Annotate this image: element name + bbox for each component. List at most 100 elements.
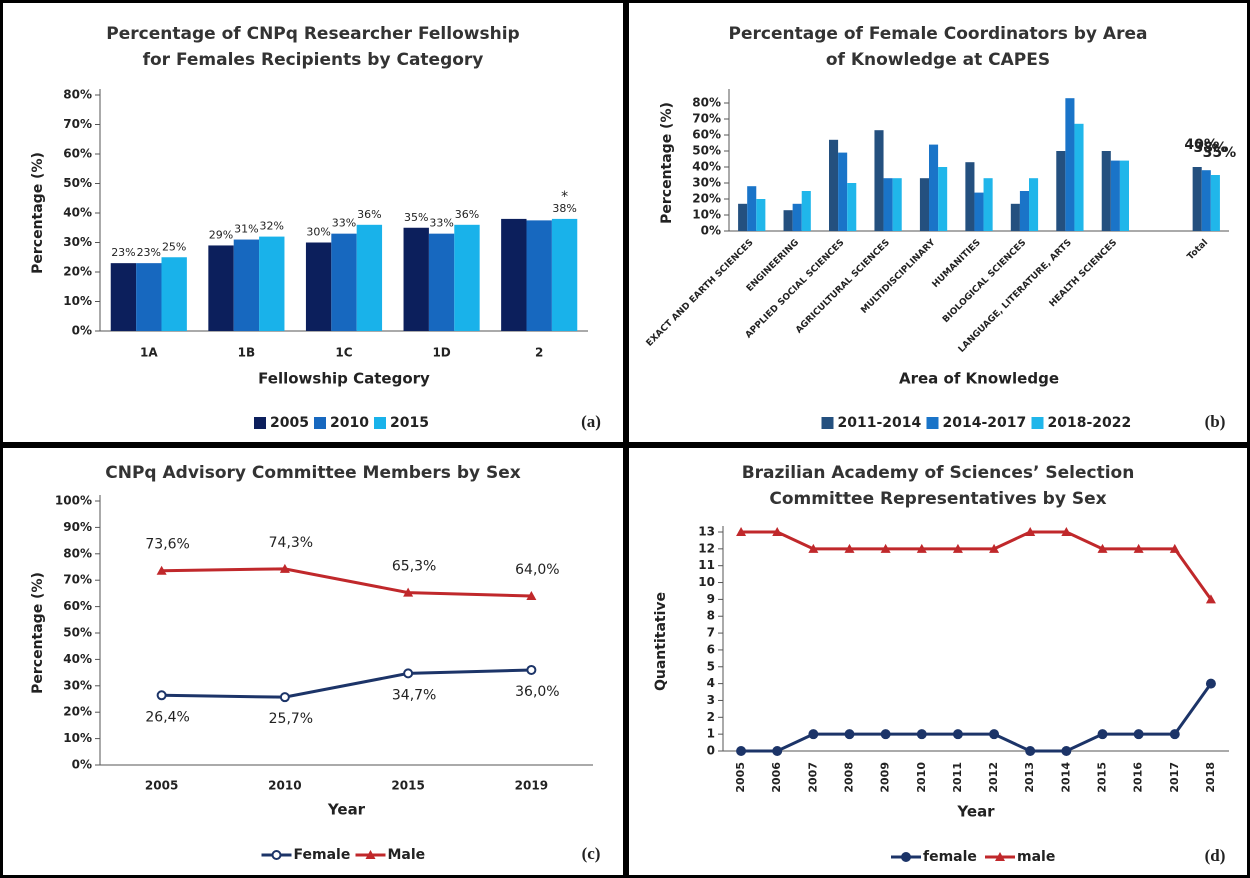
- y-tick-label: 7: [707, 626, 715, 640]
- point: [916, 729, 927, 740]
- bar: [747, 186, 757, 231]
- data-label: 34,7%: [392, 687, 436, 703]
- panel: Brazilian Academy of Sciences’ Selection…: [626, 445, 1250, 878]
- legend-label: male: [1017, 849, 1055, 865]
- legend-item: Female: [261, 847, 351, 863]
- bar: [783, 210, 793, 231]
- bar: [1110, 160, 1120, 231]
- point: [279, 563, 290, 573]
- legend-label: 2018-2022: [1048, 415, 1132, 431]
- bar: [233, 239, 260, 331]
- legend-label: female: [923, 849, 977, 865]
- legend-label: 2010: [330, 415, 369, 431]
- x-tick-label: AGRICULTURAL SCIENCES: [794, 238, 892, 336]
- panel: Percentage of CNPq Researcher Fellowship…: [0, 0, 626, 445]
- x-tick-label: 2010: [268, 779, 301, 793]
- y-tick-label: 40%: [63, 652, 92, 666]
- data-label: 36%: [455, 208, 479, 221]
- bar: [938, 167, 948, 231]
- data-label: 23%: [137, 246, 161, 259]
- bar: [551, 218, 578, 331]
- point: [772, 746, 783, 756]
- y-tick-label: 0%: [701, 224, 721, 238]
- x-tick-label: 2015: [1096, 762, 1109, 793]
- y-tick-label: 40%: [63, 206, 92, 220]
- data-label: 25,7%: [269, 711, 313, 727]
- y-tick-label: 1: [707, 727, 715, 741]
- panel-label: (d): [1205, 846, 1226, 865]
- point: [1061, 746, 1072, 756]
- y-tick-label: 60%: [63, 147, 92, 161]
- bar: [1029, 178, 1039, 231]
- bar: [1192, 167, 1202, 231]
- bar: [501, 218, 527, 331]
- y-tick-label: 8: [707, 609, 715, 623]
- y-tick-label: 3: [707, 693, 715, 707]
- point: [844, 729, 855, 740]
- data-label: 30%: [306, 226, 330, 239]
- legend-swatch: [314, 417, 326, 429]
- bar: [883, 178, 893, 231]
- y-tick-label: 11: [698, 558, 715, 572]
- x-tick-label: 2: [535, 346, 543, 360]
- data-label: 23%: [111, 246, 135, 259]
- data-label: 65,3%: [392, 559, 436, 575]
- y-tick-label: 0%: [72, 324, 92, 338]
- point: [1133, 729, 1144, 740]
- legend-label: 2011-2014: [838, 415, 922, 431]
- legend-item: female: [891, 849, 977, 865]
- line: [741, 530, 1213, 601]
- y-tick-label: 10%: [692, 208, 721, 222]
- x-tick-label: 2008: [843, 762, 856, 793]
- legend-label: 2014-2017: [943, 415, 1027, 431]
- legend-swatch: [821, 417, 834, 429]
- legend-label: Female: [294, 847, 351, 863]
- y-tick-label: 60%: [63, 599, 92, 613]
- point: [808, 543, 819, 553]
- legend-swatch: [254, 417, 266, 429]
- bar: [454, 224, 480, 331]
- x-tick-label: 1A: [140, 346, 158, 360]
- point: [736, 527, 747, 536]
- data-label: 36%: [357, 208, 381, 221]
- legend-marker: [365, 850, 376, 859]
- x-axis-label: Fellowship Category: [258, 370, 430, 388]
- legend-label: 2015: [390, 415, 429, 431]
- x-tick-label: 1B: [238, 346, 256, 360]
- panel: Percentage of Female Coordinators by Are…: [626, 0, 1250, 445]
- bar: [919, 178, 929, 231]
- data-label: 36,0%: [515, 684, 559, 700]
- point: [526, 591, 537, 601]
- y-tick-label: 50%: [692, 144, 721, 158]
- bar: [305, 242, 332, 331]
- y-tick-label: 50%: [63, 626, 92, 640]
- bar: [1119, 160, 1129, 231]
- bar: [526, 220, 552, 331]
- x-tick-label: 2018: [1204, 762, 1217, 793]
- point: [1205, 678, 1216, 689]
- legend-swatch: [1031, 417, 1044, 429]
- point: [1025, 746, 1036, 756]
- point: [156, 565, 167, 575]
- point: [1169, 729, 1180, 740]
- data-label: 25%: [162, 240, 186, 253]
- chart-title: CNPq Advisory Committee Members by Sex: [105, 463, 521, 483]
- x-tick-label: 2019: [515, 779, 548, 793]
- x-tick-label: APPLIED SOCIAL SCIENCES: [744, 238, 847, 341]
- bar: [874, 130, 884, 231]
- chart: 0% 10% 20% 30% 40% 50% 60% 70% 80% 90% 100% 2005 201…: [30, 494, 600, 864]
- bar: [259, 236, 285, 331]
- x-tick-label: 2013: [1023, 762, 1036, 793]
- legend-item: male: [985, 849, 1055, 865]
- data-label: 64,0%: [515, 562, 559, 578]
- data-label: 32%: [260, 220, 284, 233]
- bar: [110, 263, 137, 331]
- legend-marker: [271, 850, 282, 860]
- bar: [428, 233, 455, 331]
- point: [808, 729, 819, 740]
- bar: [331, 233, 357, 331]
- x-tick-label: 2015: [391, 779, 424, 793]
- x-tick-label: 2016: [1132, 762, 1145, 793]
- bar: [1056, 151, 1066, 231]
